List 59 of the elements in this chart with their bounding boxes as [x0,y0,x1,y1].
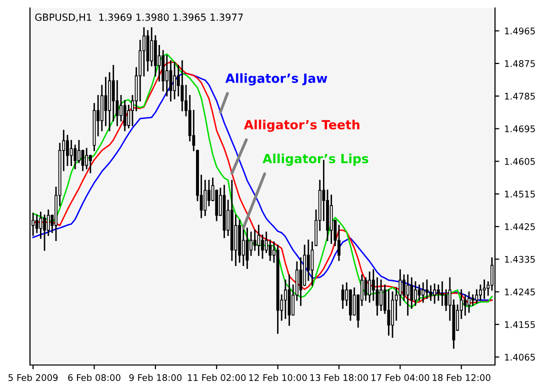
candlestick [43,214,46,251]
y-tick-label: 1.4065 [505,354,535,361]
candlestick [150,27,154,66]
x-tick-label: 18 Feb 12:00 [432,374,490,382]
candlestick [253,229,256,251]
candlestick [127,104,130,128]
candlestick [284,279,287,319]
candlestick [418,284,421,301]
y-tick-label: 1.4425 [505,223,535,230]
text: Alligator’s Lips [262,154,368,166]
candlestick [77,140,80,164]
candlestick [246,228,249,269]
chart-title: GBPUSD,H1 1.3969 1.3980 1.3965 1.3977 [35,14,243,22]
y-tick-label: 1.4785 [505,92,535,100]
candlestick [464,294,467,316]
x-tick-label: 9 Feb 18:00 [129,374,182,382]
x-tick-label: 17 Feb 04:00 [372,374,430,382]
x-tick-label: 5 Feb 2009 [8,374,58,382]
candlestick [173,62,176,100]
y-tick-label: 1.4695 [505,125,535,132]
candlestick [414,281,417,306]
series-label: Alligator’s Jaw [225,73,328,86]
y-tick-label: 1.4335 [505,256,535,263]
candlestick [429,285,432,301]
y-tick-label: 1.4155 [505,321,535,328]
candlestick [88,154,92,174]
candlestick [468,291,470,313]
candlestick [39,212,42,239]
candlestick [123,100,126,132]
candlestick [70,140,73,166]
y-tick-label: 1.4605 [505,158,535,165]
y-tick-label: 1.4875 [505,60,535,68]
x-tick-label: 12 Feb 10:00 [249,374,307,382]
candlestick [257,224,260,256]
candlestick [207,180,210,206]
candlestick [471,294,474,306]
candlestick [46,210,50,236]
x-tick-label: 13 Feb 18:00 [310,374,368,382]
series-label: Alligator’s Teeth [244,120,360,132]
y-tick-label: 1.4245 [505,288,535,296]
y-tick-label: 1.4515 [505,190,535,198]
candlestick [425,279,428,300]
candlestick [406,274,410,316]
candlestick [35,214,38,234]
candlestick [433,283,436,304]
candlestick [380,279,383,311]
candlestick [85,148,88,170]
x-tick-label: 11 Feb 02:00 [188,374,246,382]
candlestick [482,279,486,300]
x-tick-label: 6 Feb 08:00 [68,374,120,382]
candlestick [104,76,108,126]
candlestick [180,60,184,112]
candlestick [368,272,372,303]
y-tick-label: 1.4965 [505,28,535,34]
candlestick [165,55,168,96]
candlestick [242,229,245,266]
candlestick [475,289,478,304]
candlestick [422,282,425,303]
candlestick [341,284,344,309]
